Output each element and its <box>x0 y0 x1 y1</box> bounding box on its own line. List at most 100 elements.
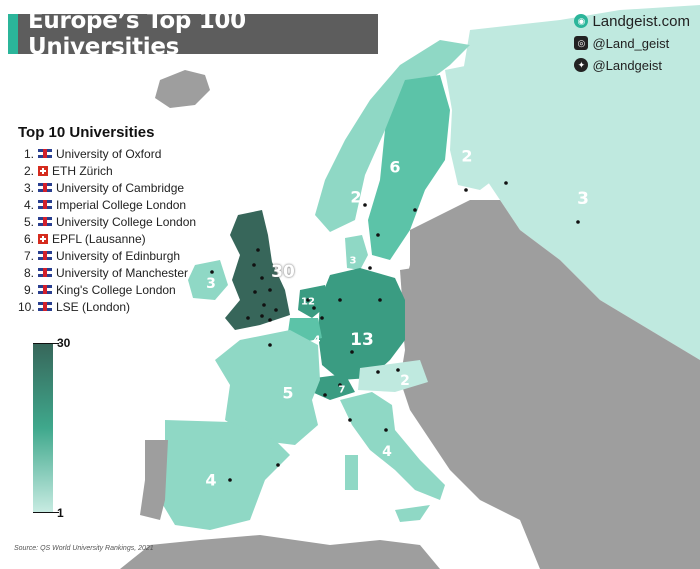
top10-heading: Top 10 Universities <box>18 124 155 141</box>
brand-site: Landgeist.com <box>592 12 690 30</box>
country-austria <box>358 360 428 392</box>
label-switzerland: 7 <box>338 384 346 396</box>
label-finland: 2 <box>461 146 473 166</box>
label-france: 5 <box>282 383 294 403</box>
list-item: 4. Imperial College London <box>18 196 196 213</box>
list-item: 2. ETH Zürich <box>18 162 196 179</box>
list-item-name: Imperial College London <box>56 197 187 212</box>
list-item-name: University of Edinburgh <box>56 248 181 263</box>
list-item-name: LSE (London) <box>56 299 131 314</box>
country-finland <box>445 65 505 190</box>
list-item: 7. University of Edinburgh <box>18 247 196 264</box>
label-belgium: 4 <box>313 334 321 346</box>
country-united-kingdom <box>225 210 290 330</box>
country-iceland <box>155 70 210 108</box>
uk-flag-icon <box>38 251 52 260</box>
brand-block: ◉ Landgeist.com ◎ @Land_geist ✦ @Landgei… <box>574 10 690 76</box>
list-item-name: University of Oxford <box>56 146 162 161</box>
list-item: 3. University of Cambridge <box>18 179 196 196</box>
list-item-number: 10. <box>18 299 35 314</box>
brand-instagram-row: ◎ @Land_geist <box>574 32 690 54</box>
label-spain: 4 <box>205 470 217 490</box>
country-france <box>215 330 320 445</box>
country-eastern-europe <box>400 200 700 569</box>
list-item-number: 1. <box>23 146 34 161</box>
country-russia <box>460 5 700 360</box>
label-russia: 3 <box>577 189 589 209</box>
uk-flag-icon <box>38 268 52 277</box>
list-item-name: University College London <box>56 214 197 229</box>
country-ireland <box>188 260 228 300</box>
list-item-name: ETH Zürich <box>52 163 113 178</box>
list-item-number: 9. <box>23 282 34 297</box>
top10-items: 1. University of Oxford 2. ETH Zürich 3. Univ… <box>18 145 196 315</box>
university-dots <box>210 181 580 482</box>
country-netherlands <box>298 285 328 318</box>
list-item-number: 2. <box>23 163 34 178</box>
brand-site-row: ◉ Landgeist.com <box>574 10 690 32</box>
country-germany <box>318 268 405 380</box>
label-sweden: 6 <box>389 157 401 177</box>
brand-twitter-row: ✦ @Landgeist <box>574 54 690 76</box>
country-switzerland <box>312 374 355 400</box>
label-ireland: 3 <box>206 276 216 292</box>
list-item-number: 6. <box>23 231 34 246</box>
globe-icon: ◉ <box>574 14 589 28</box>
title-banner: Europe’s Top 100 Universities <box>8 8 378 60</box>
swiss-flag-icon <box>38 165 48 176</box>
brand-instagram: @Land_geist <box>592 35 670 51</box>
country-norway <box>315 40 470 232</box>
list-item-name: EPFL (Lausanne) <box>52 231 146 246</box>
list-item-name: University of Manchester <box>56 265 189 280</box>
island-sicily <box>395 505 430 522</box>
list-item-name: King's College London <box>56 282 176 297</box>
legend-min-label: 1 <box>57 506 64 520</box>
label-austria: 2 <box>400 373 410 389</box>
list-item-number: 7. <box>23 248 34 263</box>
uk-flag-icon <box>38 200 52 209</box>
country-poland <box>400 262 470 345</box>
uk-flag-icon <box>38 149 52 158</box>
list-item-number: 3. <box>23 180 34 195</box>
legend-tick-min <box>33 512 59 513</box>
country-portugal <box>140 440 168 520</box>
brand-twitter: @Landgeist <box>592 57 663 73</box>
list-item: 6. EPFL (Lausanne) <box>18 230 196 247</box>
legend-color-scale <box>33 343 53 513</box>
label-germany: 13 <box>350 330 374 350</box>
list-item: 8. University of Manchester <box>18 264 196 281</box>
country-sweden <box>368 75 450 260</box>
list-item: 5. University College London <box>18 213 196 230</box>
legend-tick-max <box>33 343 59 344</box>
source-note: Source: QS World University Rankings, 20… <box>14 545 154 552</box>
list-item: 9. King's College London <box>18 281 196 298</box>
swiss-flag-icon <box>38 233 48 244</box>
label-denmark: 3 <box>349 255 357 267</box>
label-united-kingdom: 30 <box>271 262 295 282</box>
country-denmark <box>345 235 368 270</box>
country-italy <box>340 392 445 500</box>
list-item-name: University of Cambridge <box>56 180 185 195</box>
uk-flag-icon <box>38 302 52 311</box>
north-africa <box>120 535 440 569</box>
instagram-icon: ◎ <box>574 36 589 50</box>
uk-flag-icon <box>38 217 52 226</box>
list-item: 10. LSE (London) <box>18 298 196 315</box>
uk-flag-icon <box>38 285 52 294</box>
legend-max-label: 30 <box>57 336 71 350</box>
island-sardinia <box>345 455 358 490</box>
uk-flag-icon <box>38 183 52 192</box>
page-title: Europe’s Top 100 Universities <box>28 8 246 60</box>
list-item-number: 4. <box>23 197 34 212</box>
list-item-number: 8. <box>23 265 34 280</box>
country-spain <box>160 420 290 530</box>
list-item-number: 5. <box>23 214 34 229</box>
label-norway: 2 <box>350 187 362 207</box>
label-italy: 4 <box>382 444 392 460</box>
list-item: 1. University of Oxford <box>18 145 196 162</box>
twitter-icon: ✦ <box>574 58 589 72</box>
top10-list: Top 10 Universities 1. University of Oxfo… <box>18 124 196 315</box>
label-netherlands: 12 <box>301 296 315 308</box>
